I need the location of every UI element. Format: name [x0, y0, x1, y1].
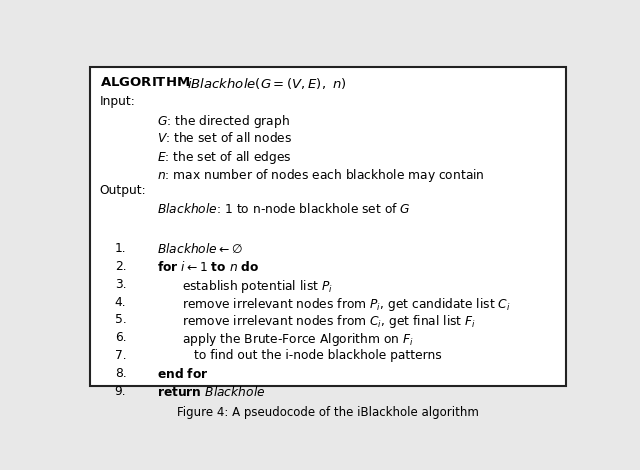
Text: remove irrelevant nodes from $C_i$, get final list $F_i$: remove irrelevant nodes from $C_i$, get … — [182, 313, 476, 330]
Text: $\mathit{Blackhole} \leftarrow \emptyset$: $\mathit{Blackhole} \leftarrow \emptyset… — [157, 242, 243, 256]
Text: 9.: 9. — [115, 385, 126, 398]
Text: $\mathbf{return}\ \mathit{Blackhole}$: $\mathbf{return}\ \mathit{Blackhole}$ — [157, 385, 266, 399]
Text: Output:: Output: — [100, 184, 147, 197]
FancyBboxPatch shape — [90, 67, 566, 386]
Text: apply the Brute-Force Algorithm on $F_i$: apply the Brute-Force Algorithm on $F_i$ — [182, 331, 413, 348]
Text: remove irrelevant nodes from $P_i$, get candidate list $C_i$: remove irrelevant nodes from $P_i$, get … — [182, 296, 511, 313]
Text: Input:: Input: — [100, 95, 136, 108]
Text: $\mathit{Blackhole}$: 1 to n-node blackhole set of $G$: $\mathit{Blackhole}$: 1 to n-node blackh… — [157, 202, 411, 216]
Text: 4.: 4. — [115, 296, 126, 309]
Text: $G$: the directed graph: $G$: the directed graph — [157, 113, 290, 130]
Text: 2.: 2. — [115, 260, 126, 273]
Text: 1.: 1. — [115, 242, 126, 255]
Text: $\mathit{iBlackhole}(G = (V, E),\ n)$: $\mathit{iBlackhole}(G = (V, E),\ n)$ — [187, 76, 346, 91]
Text: $\mathbf{end\ for}$: $\mathbf{end\ for}$ — [157, 367, 209, 381]
Text: $V$: the set of all nodes: $V$: the set of all nodes — [157, 131, 292, 145]
Text: Figure 4: A pseudocode of the iBlackhole algorithm: Figure 4: A pseudocode of the iBlackhole… — [177, 406, 479, 419]
Text: 6.: 6. — [115, 331, 126, 345]
Text: to find out the i-node blackhole patterns: to find out the i-node blackhole pattern… — [194, 349, 442, 362]
Text: $n$: max number of nodes each blackhole may contain: $n$: max number of nodes each blackhole … — [157, 166, 484, 184]
Text: $\bf{ALGORITHM}$: $\bf{ALGORITHM}$ — [100, 76, 190, 89]
Text: $\mathbf{for}\ i \leftarrow 1\ \mathbf{to}\ n\ \mathbf{do}$: $\mathbf{for}\ i \leftarrow 1\ \mathbf{t… — [157, 260, 259, 274]
Text: 7.: 7. — [115, 349, 126, 362]
Text: 3.: 3. — [115, 278, 126, 291]
Text: establish potential list $P_i$: establish potential list $P_i$ — [182, 278, 333, 295]
Text: 8.: 8. — [115, 367, 127, 380]
Text: 5.: 5. — [115, 313, 127, 327]
Text: $E$: the set of all edges: $E$: the set of all edges — [157, 149, 292, 166]
